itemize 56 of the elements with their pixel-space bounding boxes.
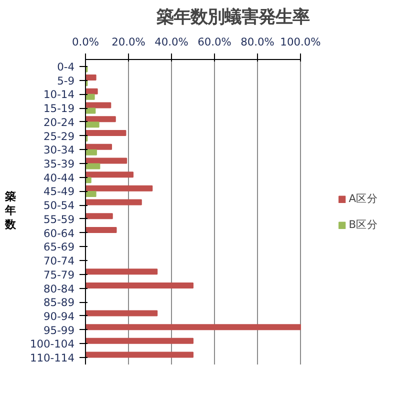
chart-title: 築年数別蟻害発生率 xyxy=(156,8,310,28)
legend-label: B区分 xyxy=(348,218,378,232)
bar xyxy=(86,338,194,344)
bar xyxy=(86,310,158,316)
x-tick-label: 0.0% xyxy=(72,36,100,48)
y-tick-label: 25-29 xyxy=(44,130,75,143)
x-tick-label: 40.0% xyxy=(154,36,188,48)
y-tick-label: 20-24 xyxy=(44,116,75,129)
bar xyxy=(86,144,112,150)
bar xyxy=(86,227,117,234)
legend-label: A区分 xyxy=(348,192,378,206)
y-tick-label: 75-79 xyxy=(44,268,75,282)
bar xyxy=(86,108,96,114)
y-tick-label: 40-44 xyxy=(44,171,75,184)
bar xyxy=(86,116,116,122)
bar xyxy=(86,158,128,164)
y-tick-label: 85-89 xyxy=(44,296,75,310)
bar xyxy=(86,88,98,94)
y-tick-label: 50-54 xyxy=(44,199,75,212)
y-tick-label: 35-39 xyxy=(44,157,75,170)
x-tick-label: 20.0% xyxy=(112,36,146,48)
bar xyxy=(86,122,100,128)
y-tick-label: 0-4 xyxy=(57,60,75,74)
bar xyxy=(86,172,134,178)
bar xyxy=(86,177,92,184)
x-tick-label: 80.0% xyxy=(240,36,274,48)
y-tick-label: 65-69 xyxy=(44,240,75,254)
bar xyxy=(86,190,96,197)
y-axis-title: 築年数 xyxy=(5,190,16,232)
bar xyxy=(86,102,112,108)
y-tick-label: 95-99 xyxy=(44,324,75,337)
y-tick-label: 10-14 xyxy=(44,88,75,102)
y-tick-label: 100-104 xyxy=(30,338,75,351)
y-tick-label: 30-34 xyxy=(44,144,75,157)
bar xyxy=(86,130,126,136)
y-tick-label: 55-59 xyxy=(44,212,75,226)
y-tick-label: 70-74 xyxy=(44,254,75,268)
bar xyxy=(86,324,301,330)
bar xyxy=(86,199,142,206)
y-tick-label: 45-49 xyxy=(44,185,75,198)
bar xyxy=(86,213,113,220)
x-tick-label: 100.0% xyxy=(280,36,321,48)
y-tick-label: 60-64 xyxy=(44,226,75,240)
x-tick-label: 60.0% xyxy=(198,36,232,48)
bar xyxy=(86,352,194,358)
bar xyxy=(86,268,158,275)
bar xyxy=(86,282,194,288)
y-tick-label: 90-94 xyxy=(44,310,75,323)
y-tick-label: 5-9 xyxy=(57,74,75,88)
y-tick-label: 80-84 xyxy=(44,282,75,296)
bar xyxy=(86,149,97,156)
bar xyxy=(86,185,153,192)
y-tick-label: 15-19 xyxy=(44,102,75,116)
y-tick-label: 110-114 xyxy=(30,352,75,365)
bar xyxy=(86,94,95,100)
bar xyxy=(86,74,96,81)
